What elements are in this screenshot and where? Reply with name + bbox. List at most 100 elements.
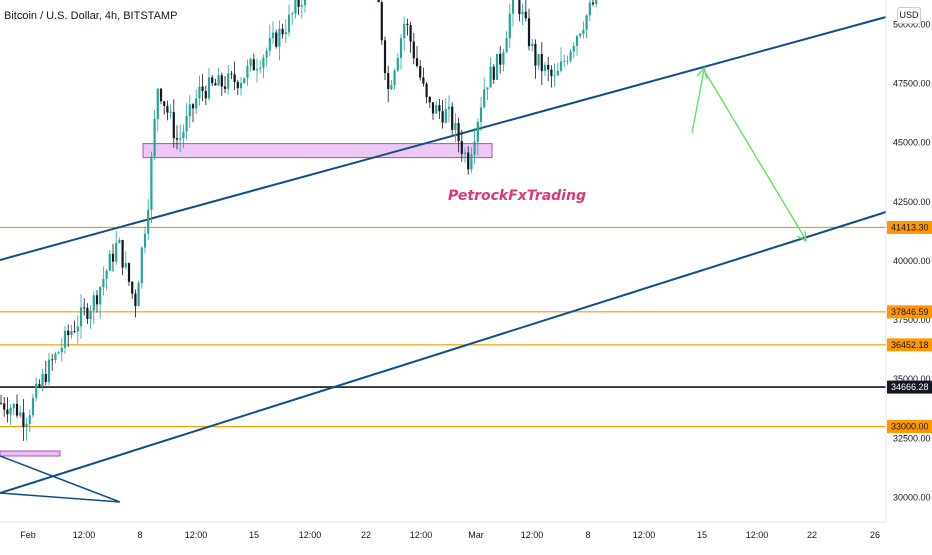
candle-body	[3, 403, 6, 410]
candle-body	[294, 0, 297, 14]
candle-body	[179, 138, 182, 140]
candle-body	[406, 23, 409, 26]
candle-body	[131, 281, 134, 294]
candle-body	[553, 75, 556, 77]
candle-body	[233, 74, 236, 83]
candle-body	[499, 53, 502, 65]
candle-body	[51, 359, 54, 361]
candle-body	[547, 64, 550, 70]
candle-body	[540, 54, 543, 71]
candle-body	[281, 28, 284, 35]
x-tick-label: Mar	[468, 530, 484, 540]
candle-body	[159, 88, 163, 102]
candle-body	[559, 61, 563, 71]
candle-body	[28, 415, 31, 424]
candle-body	[236, 82, 239, 89]
candle-body	[297, 0, 300, 7]
candle-body	[204, 90, 207, 99]
candle-body	[476, 121, 479, 142]
candle-body	[435, 105, 438, 114]
candle-body	[182, 131, 185, 139]
candle-body	[457, 123, 460, 142]
candle-body	[521, 11, 524, 15]
candle-body	[582, 29, 585, 34]
x-tick-label: 15	[249, 530, 259, 540]
candle-body	[460, 141, 463, 154]
candle-body	[73, 331, 76, 332]
y-tick-label: 32500.00	[893, 433, 931, 443]
candle-body	[291, 13, 294, 15]
candle-body	[524, 11, 527, 19]
candle-body	[220, 75, 223, 87]
x-tick-label: 22	[807, 530, 817, 540]
price-badge	[887, 305, 932, 319]
price-badge-label: 36452.18	[891, 340, 929, 350]
candle-body	[6, 409, 9, 415]
x-tick-label: 12:00	[746, 530, 769, 540]
x-tick-label: 12:00	[633, 530, 656, 540]
demand-zone-small	[0, 450, 61, 457]
candle-body	[425, 83, 428, 97]
candle-body	[419, 66, 422, 78]
candle-body	[15, 403, 19, 416]
candle-body	[470, 154, 473, 170]
candle-body	[102, 278, 105, 288]
candle-body	[86, 307, 89, 319]
candle-body	[303, 0, 307, 6]
axes-layer	[0, 0, 887, 523]
candle-body	[287, 14, 291, 33]
x-tick-label: 8	[585, 530, 590, 540]
candle-body	[518, 0, 521, 15]
x-tick-label: 12:00	[521, 530, 544, 540]
candle-body	[67, 330, 70, 336]
candle-body	[188, 104, 191, 117]
candle-body	[70, 331, 73, 336]
candle-body	[275, 32, 278, 47]
x-tick-label: 12:00	[299, 530, 322, 540]
candle-body	[585, 15, 588, 30]
candle-body	[259, 67, 262, 69]
candle-body	[22, 412, 25, 428]
candlestick-series	[0, 0, 598, 441]
projection-line	[691, 68, 807, 241]
candle-body	[223, 86, 227, 89]
channel-start-wedge	[0, 455, 121, 503]
candle-body	[217, 75, 220, 86]
support-resistance-levels	[0, 226, 886, 428]
channel-lower-line	[0, 211, 887, 494]
candle-body	[95, 295, 99, 305]
candle-body	[121, 239, 124, 268]
candle-body	[172, 112, 175, 139]
candle-body	[63, 330, 67, 348]
candle-body	[255, 68, 259, 71]
candle-body	[422, 77, 425, 84]
candle-body	[447, 106, 451, 110]
candle-body	[12, 403, 15, 409]
candle-body	[211, 77, 214, 84]
candle-body	[451, 106, 454, 130]
candle-body	[156, 88, 159, 120]
candle-body	[201, 86, 204, 91]
x-tick-label: 26	[870, 530, 880, 540]
candle-body	[572, 45, 575, 52]
candle-body	[79, 307, 83, 327]
projection-path	[691, 66, 807, 243]
candle-body	[492, 66, 495, 80]
candle-body	[249, 59, 252, 66]
candle-body	[531, 43, 534, 47]
candle-body	[191, 104, 195, 109]
y-tick-label: 30000.00	[893, 493, 931, 503]
candle-body	[415, 58, 419, 67]
candle-body	[489, 66, 492, 88]
candle-body	[527, 18, 531, 47]
currency-button[interactable]: USD	[897, 7, 921, 24]
candle-body	[486, 87, 489, 90]
candle-body	[463, 152, 467, 154]
candle-body	[495, 53, 499, 80]
candle-body	[239, 82, 243, 89]
candle-body	[227, 73, 230, 89]
candle-body	[575, 35, 579, 46]
candle-body	[252, 59, 255, 71]
